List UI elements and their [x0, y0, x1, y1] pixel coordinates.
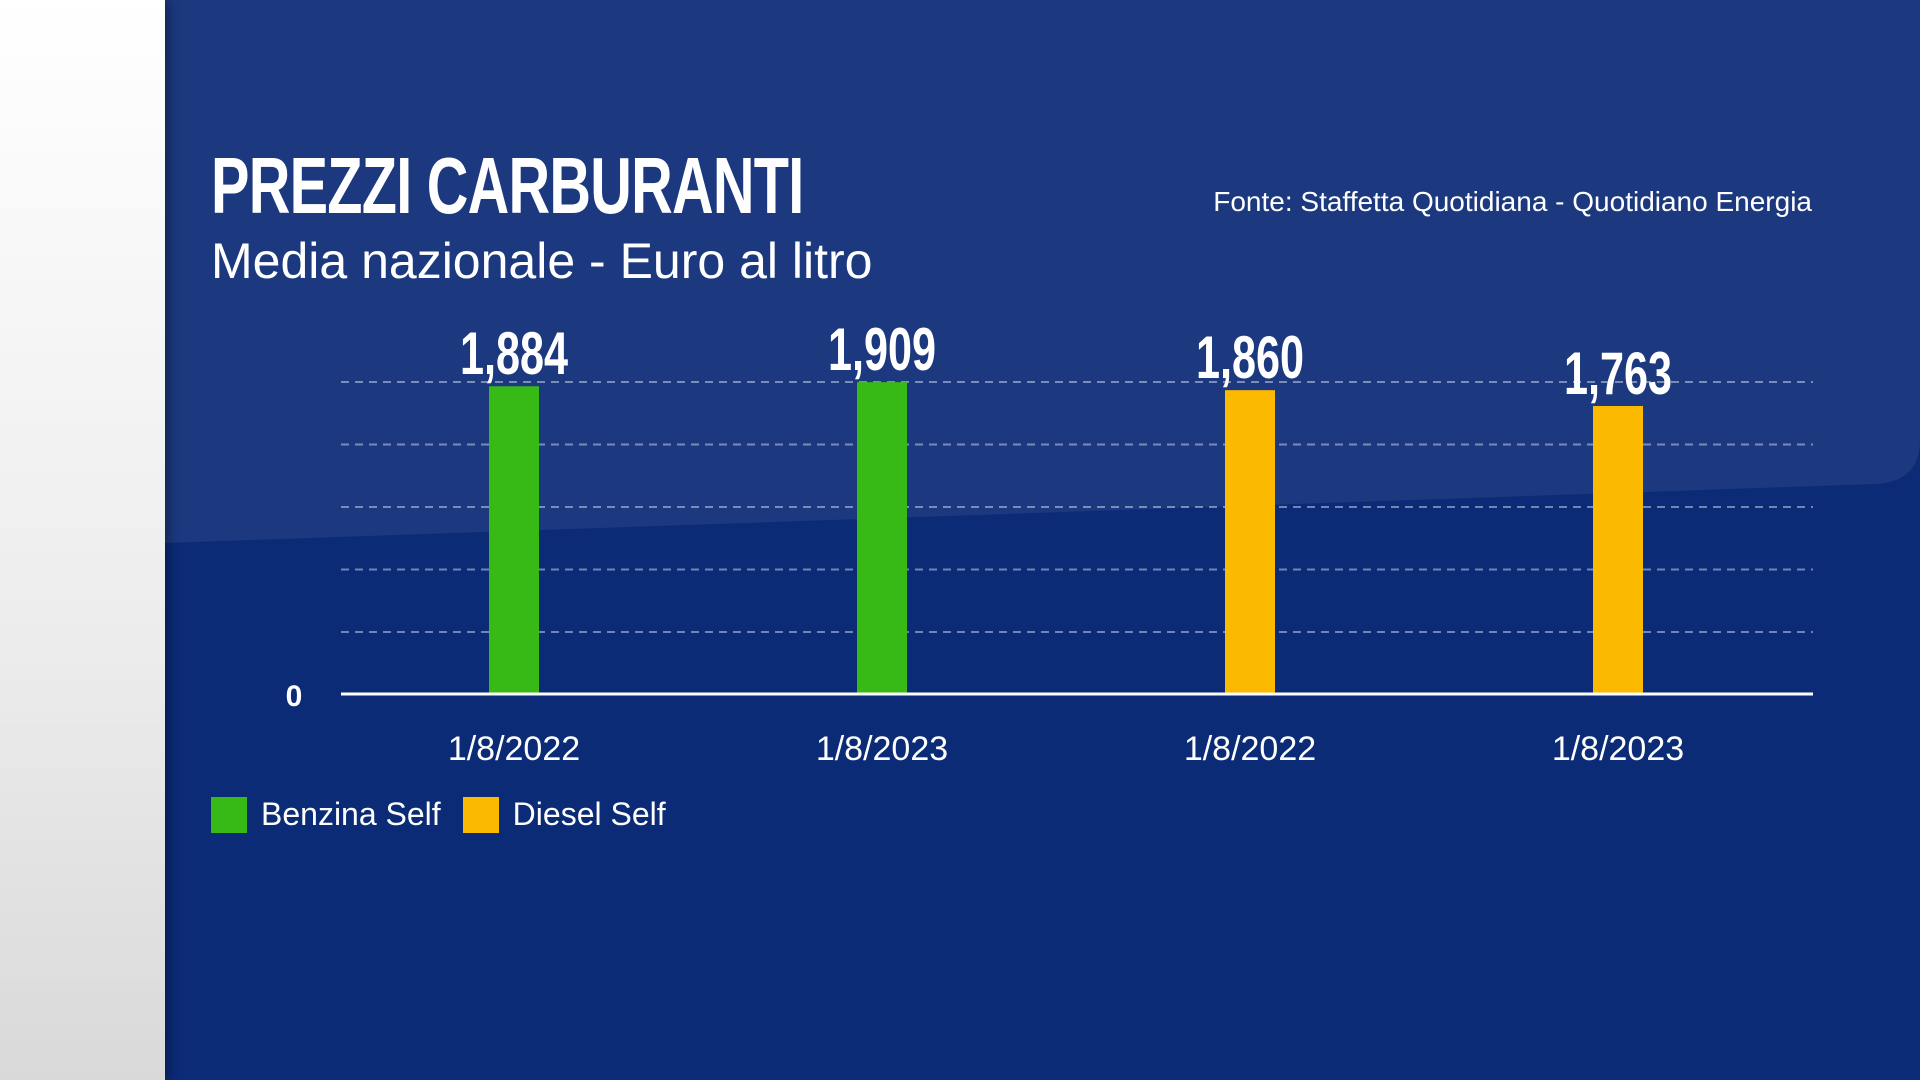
background-sheen [165, 0, 1920, 543]
x-tick-label: 1/8/2023 [816, 730, 948, 768]
legend-swatch-benzina [211, 796, 247, 833]
legend-label-diesel: Diesel Self [512, 796, 666, 832]
data-label: 1,860 [1196, 325, 1304, 392]
bar [1593, 406, 1643, 694]
bar [1225, 390, 1275, 694]
chart-subtitle: Media nazionale - Euro al litro [211, 233, 873, 289]
x-tick-label: 1/8/2023 [1552, 730, 1684, 768]
chart-title: PREZZI CARBURANTI [211, 141, 804, 230]
legend-swatch-diesel [462, 796, 499, 833]
x-tick-label: 1/8/2022 [1184, 730, 1316, 768]
chart-source: Fonte: Staffetta Quotidiana - Quotidiano… [1213, 186, 1812, 217]
data-label: 1,884 [460, 321, 568, 388]
y-tick-label: 0 [286, 680, 303, 713]
legend: Benzina Self Diesel Self [211, 796, 688, 833]
left-side-strip [0, 0, 165, 1080]
x-tick-label: 1/8/2022 [448, 730, 580, 768]
bar [489, 386, 539, 694]
legend-label-benzina: Benzina Self [261, 796, 441, 832]
data-label: 1,763 [1564, 341, 1672, 408]
data-label: 1,909 [828, 317, 936, 384]
bar [857, 382, 907, 694]
